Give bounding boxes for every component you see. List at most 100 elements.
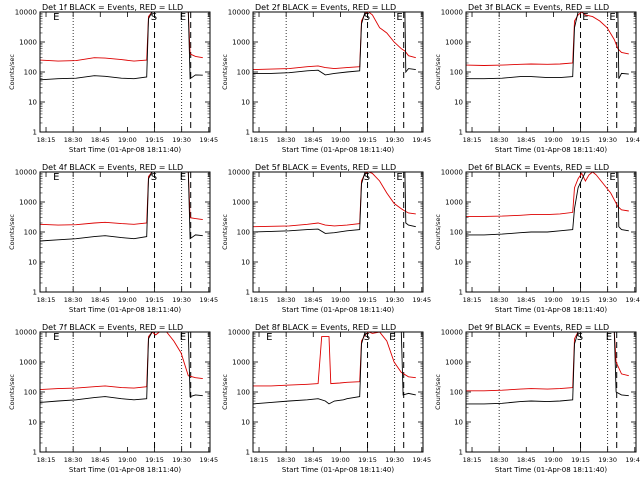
- marker-letter: E: [53, 12, 59, 23]
- y-tick-label: 100: [450, 389, 463, 397]
- marker-letter: E: [53, 332, 59, 343]
- x-axis-label: Start Time (01-Apr-08 18:11:40): [282, 146, 394, 154]
- plot-frame: [39, 331, 211, 453]
- series-events-line: [252, 171, 416, 234]
- x-tick-label: 19:30: [172, 296, 191, 304]
- panel-title: Det 5f BLACK = Events, RED = LLD: [255, 163, 396, 172]
- x-tick-label: 19:00: [118, 296, 137, 304]
- x-tick-label: 18:15: [463, 456, 482, 464]
- series-events-line: [39, 331, 203, 403]
- y-tick-label: 1000: [232, 199, 250, 207]
- y-axis-label: Counts/sec: [434, 374, 442, 410]
- x-tick-label: 19:15: [571, 296, 590, 304]
- y-tick-label: 100: [237, 69, 250, 77]
- x-tick-label: 18:15: [463, 296, 482, 304]
- x-axis-label: Start Time (01-Apr-08 18:11:40): [69, 466, 181, 474]
- x-tick-label: 19:45: [199, 296, 218, 304]
- marker-letter: E: [396, 12, 402, 23]
- y-tick-label: 10000: [441, 169, 463, 177]
- y-tick-label: 10: [241, 99, 250, 107]
- x-tick-label: 18:30: [490, 456, 509, 464]
- y-tick-label: 10000: [441, 329, 463, 337]
- x-tick-label: 18:30: [490, 136, 509, 144]
- marker-letter: E: [582, 12, 588, 23]
- x-tick-label: 18:45: [304, 136, 323, 144]
- marker-letter: E: [180, 332, 186, 343]
- y-tick-label: 1000: [232, 39, 250, 47]
- plot-frame: [252, 171, 424, 293]
- y-tick-label: 100: [24, 69, 37, 77]
- series-lld-line: [253, 331, 416, 387]
- x-tick-label: 19:00: [544, 296, 563, 304]
- x-tick-label: 18:45: [517, 456, 536, 464]
- x-axis-label: Start Time (01-Apr-08 18:11:40): [495, 466, 607, 474]
- y-tick-label: 100: [450, 69, 463, 77]
- marker-letter: E: [606, 332, 612, 343]
- x-tick-label: 18:30: [64, 296, 83, 304]
- y-tick-label: 1: [459, 289, 463, 297]
- y-axis-label: Counts/sec: [221, 214, 229, 250]
- panel-title: Det 8f BLACK = Events, RED = LLD: [255, 323, 396, 332]
- y-axis-label: Counts/sec: [221, 374, 229, 410]
- y-tick-label: 10000: [15, 329, 37, 337]
- y-tick-label: 10: [241, 419, 250, 427]
- marker-letter: S: [364, 332, 370, 343]
- series-lld-line: [39, 331, 203, 391]
- y-tick-label: 1: [246, 129, 250, 137]
- x-axis-label: Start Time (01-Apr-08 18:11:40): [69, 306, 181, 314]
- y-tick-label: 1000: [445, 359, 463, 367]
- x-axis-label: Start Time (01-Apr-08 18:11:40): [282, 306, 394, 314]
- y-tick-label: 10000: [228, 169, 250, 177]
- series-events-line: [466, 11, 629, 80]
- x-axis-label: Start Time (01-Apr-08 18:11:40): [69, 146, 181, 154]
- y-tick-label: 100: [237, 389, 250, 397]
- x-tick-label: 19:45: [625, 136, 640, 144]
- y-axis-label: Counts/sec: [434, 214, 442, 250]
- x-tick-label: 19:00: [118, 136, 137, 144]
- y-tick-label: 10: [28, 99, 37, 107]
- x-tick-label: 18:45: [517, 136, 536, 144]
- x-tick-label: 18:45: [304, 456, 323, 464]
- panel-title: Det 1f BLACK = Events, RED = LLD: [42, 3, 183, 12]
- y-tick-label: 10000: [228, 329, 250, 337]
- x-tick-label: 19:15: [571, 136, 590, 144]
- series-events-line: [253, 11, 416, 76]
- plot-frame: [39, 171, 211, 293]
- marker-letter: E: [180, 12, 186, 23]
- x-tick-label: 18:30: [64, 456, 83, 464]
- y-tick-label: 1000: [19, 199, 37, 207]
- y-tick-label: 1: [459, 449, 463, 457]
- plot-frame: [465, 11, 637, 133]
- x-tick-label: 19:00: [331, 296, 350, 304]
- x-tick-label: 18:15: [250, 456, 269, 464]
- x-tick-label: 19:15: [145, 456, 164, 464]
- panel-9: Det 9f BLACK = Events, RED = LLD Counts/s…: [434, 323, 640, 474]
- plot-frame: [465, 331, 637, 453]
- y-tick-label: 10: [28, 259, 37, 267]
- panel-title: Det 3f BLACK = Events, RED = LLD: [468, 3, 609, 12]
- y-tick-label: 1: [246, 289, 250, 297]
- panel-4: Det 4f BLACK = Events, RED = LLD Counts/s…: [8, 163, 218, 314]
- x-tick-label: 19:15: [145, 136, 164, 144]
- panel-5: Det 5f BLACK = Events, RED = LLD Counts/s…: [221, 163, 431, 314]
- y-tick-label: 1: [33, 129, 37, 137]
- plot-frame: [39, 11, 211, 133]
- x-tick-label: 19:45: [412, 456, 431, 464]
- x-tick-label: 18:45: [304, 296, 323, 304]
- x-tick-label: 18:15: [250, 136, 269, 144]
- panel-8: Det 8f BLACK = Events, RED = LLD Counts/s…: [221, 323, 431, 474]
- x-tick-label: 19:15: [358, 136, 377, 144]
- y-tick-label: 1000: [19, 39, 37, 47]
- panel-title: Det 9f BLACK = Events, RED = LLD: [468, 323, 609, 332]
- x-tick-label: 19:45: [412, 136, 431, 144]
- marker-letter: E: [180, 172, 186, 183]
- y-tick-label: 1: [33, 449, 37, 457]
- x-tick-label: 19:30: [385, 456, 404, 464]
- x-tick-label: 19:30: [385, 296, 404, 304]
- marker-letter: E: [609, 12, 615, 23]
- panel-7: Det 7f BLACK = Events, RED = LLD Counts/s…: [8, 323, 218, 474]
- y-tick-label: 10: [454, 419, 463, 427]
- x-tick-label: 19:00: [544, 456, 563, 464]
- x-tick-label: 19:45: [199, 456, 218, 464]
